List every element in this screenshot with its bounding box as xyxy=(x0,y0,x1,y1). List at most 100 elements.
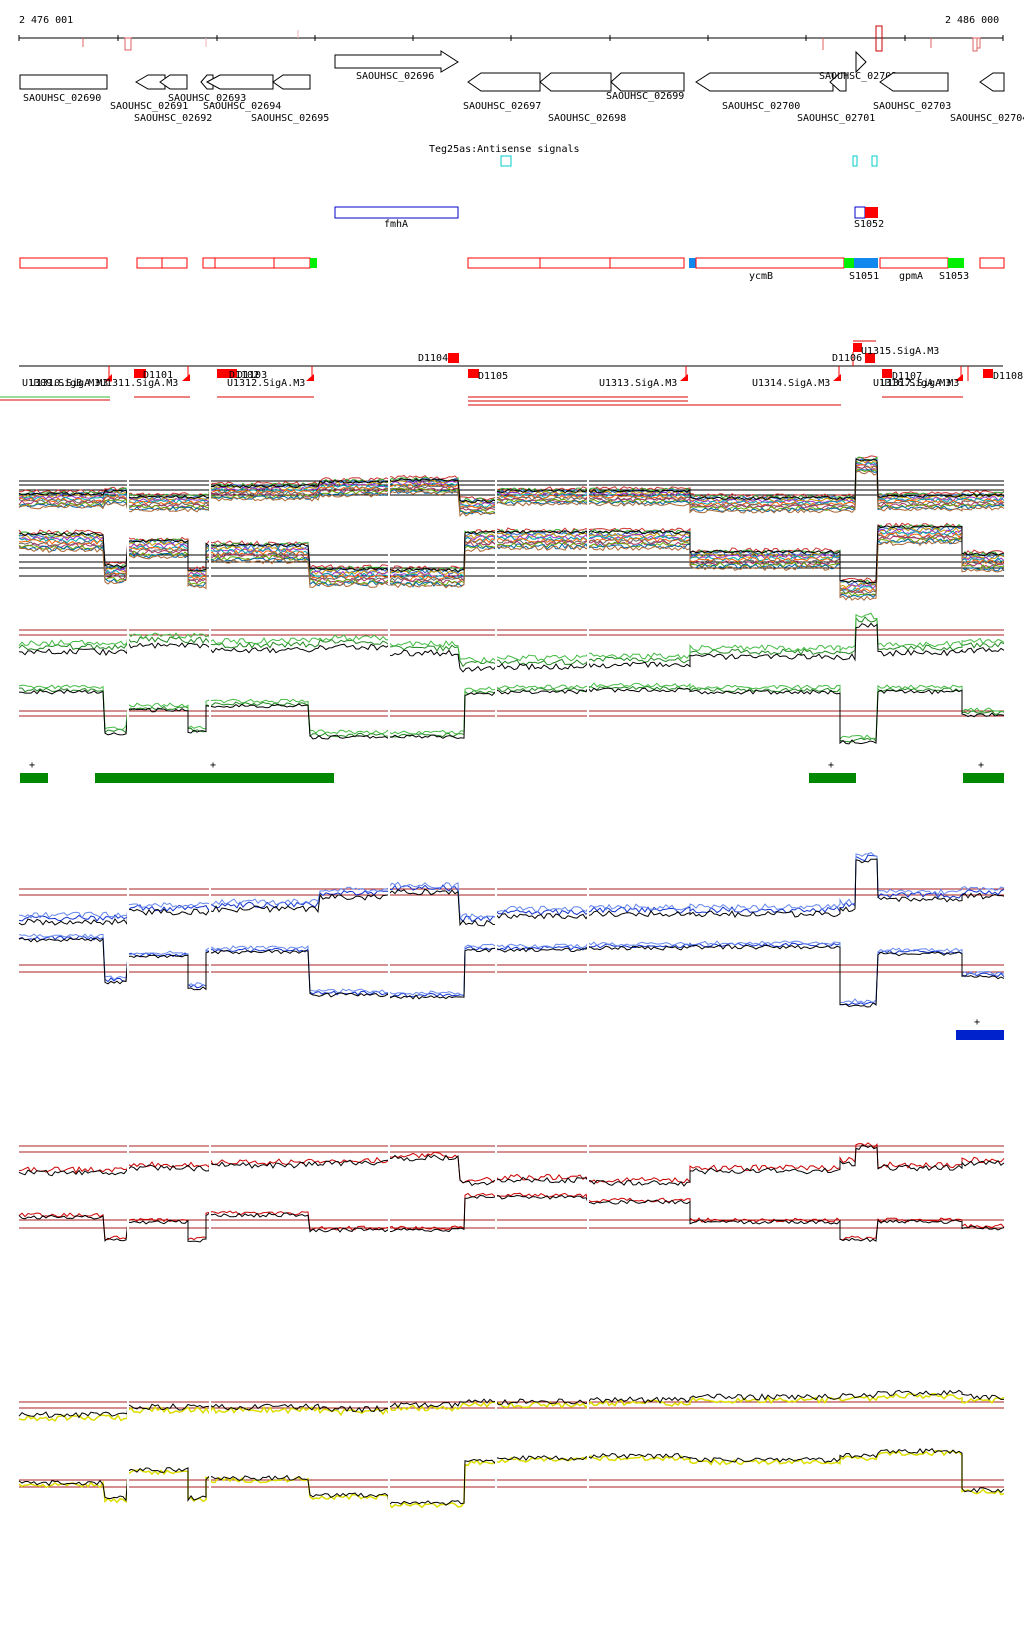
tss-d1106[interactable] xyxy=(865,353,875,363)
transcript-u1309[interactable]: U1309.SigB.M3 xyxy=(22,378,100,389)
transcript-track: U1309.SigB.M3 U1310.SigA.M3 U1311.SigA.M… xyxy=(0,340,1023,406)
plus-mark: + xyxy=(828,760,834,771)
gene-saouhsc-02704[interactable]: SAOUHSC_02704 xyxy=(950,72,1024,124)
svg-text:SAOUHSC_02694: SAOUHSC_02694 xyxy=(203,101,281,112)
gene-saouhsc-02697[interactable]: SAOUHSC_02697 xyxy=(463,72,541,112)
feature-box[interactable] xyxy=(19,257,108,269)
multi-profile-lower xyxy=(18,524,1005,585)
svg-text:SAOUHSC_02701: SAOUHSC_02701 xyxy=(797,113,875,124)
expression-panel-red xyxy=(18,1135,1005,1250)
transcript-d1103[interactable]: D1103 xyxy=(237,370,267,381)
feature-fmha[interactable] xyxy=(334,206,459,219)
antisense-signal[interactable] xyxy=(871,155,878,167)
green-segment-bars: + + + + xyxy=(20,760,1004,783)
transcript-u1313[interactable]: U1313.SigA.M3 xyxy=(599,378,677,389)
feature-gpma-label: gpmA xyxy=(899,271,923,282)
transcript-d1104[interactable]: D1104 xyxy=(418,353,448,364)
gene-saouhsc-02701[interactable]: SAOUHSC_02701 xyxy=(797,72,875,124)
tss-d1101[interactable] xyxy=(134,369,146,378)
gene-saouhsc-02695[interactable]: SAOUHSC_02695 xyxy=(251,74,329,124)
multi-profile-upper xyxy=(18,455,1005,501)
expression-panel-multi xyxy=(18,455,1005,601)
feature-box[interactable] xyxy=(273,257,311,269)
feature-marker-blue[interactable] xyxy=(689,258,696,268)
feature-s1051[interactable] xyxy=(854,258,878,268)
multi-profile-upper xyxy=(18,463,1005,509)
antisense-signal[interactable] xyxy=(852,155,858,167)
transcript-d1105[interactable]: D1105 xyxy=(478,371,508,382)
feature-s1051-start[interactable] xyxy=(844,258,854,268)
feature-box[interactable] xyxy=(202,257,216,269)
feature-fmha-label: fmhA xyxy=(384,219,408,230)
gene-saouhsc-02702[interactable]: SAOUHSC_02702 xyxy=(819,50,897,82)
transcript-d1102[interactable]: D1102 xyxy=(229,370,259,381)
feature-box[interactable] xyxy=(161,257,188,269)
antisense-signal[interactable] xyxy=(500,155,512,167)
segment-bar[interactable] xyxy=(95,773,334,783)
transcript-d1107[interactable]: D1107 xyxy=(892,371,922,382)
green-profile xyxy=(18,687,1005,745)
segment-bar[interactable] xyxy=(20,773,48,783)
feature-s1052-outline[interactable] xyxy=(854,206,866,219)
gene-saouhsc-02703[interactable]: SAOUHSC_02703 xyxy=(873,72,951,112)
expression-panel-green xyxy=(18,600,1005,750)
gene-saouhsc-02690[interactable]: SAOUHSC_02690 xyxy=(19,74,108,104)
feature-box[interactable] xyxy=(467,257,541,269)
feature-marker-green[interactable] xyxy=(310,258,317,268)
feature-track-lower: ycmB S1051 gpmA S1053 xyxy=(19,257,1005,282)
transcript-d1108[interactable]: D1108 xyxy=(993,371,1023,382)
transcript-d1101[interactable]: D1101 xyxy=(143,370,173,381)
multi-profile-lower xyxy=(18,522,1005,584)
transcript-u1316[interactable]: U1316.SigA.M3 xyxy=(873,378,951,389)
gene-saouhsc-02692[interactable]: SAOUHSC_02692 xyxy=(134,74,212,124)
feature-ycmb-label: ycmB xyxy=(749,271,773,282)
gene-saouhsc-02700[interactable]: SAOUHSC_02700 xyxy=(695,72,834,112)
tss-d1103[interactable] xyxy=(227,369,237,378)
feature-track-upper: fmhA S1052 xyxy=(334,206,884,230)
multi-profile-upper xyxy=(18,458,1005,503)
segment-bar[interactable] xyxy=(963,773,1004,783)
gene-saouhsc-02699[interactable]: SAOUHSC_02699 xyxy=(606,72,685,102)
plus-mark: + xyxy=(210,760,216,771)
transcript-u1315[interactable]: U1315.SigA.M3 xyxy=(861,346,939,357)
multi-profile-lower xyxy=(18,540,1005,601)
transcript-u1310[interactable]: U1310.SigA.M3 xyxy=(30,378,108,389)
feature-box[interactable] xyxy=(136,257,163,269)
plus-mark: + xyxy=(974,1017,980,1028)
feature-s1053[interactable] xyxy=(948,258,964,268)
transcript-u1312[interactable]: U1312.SigA.M3 xyxy=(227,378,305,389)
tss-u1315[interactable] xyxy=(853,343,862,352)
yellow-profile xyxy=(18,1389,1004,1419)
segment-bar[interactable] xyxy=(809,773,856,783)
transcript-extent-lines xyxy=(0,340,963,406)
feature-box[interactable] xyxy=(539,257,611,269)
ruler-marks xyxy=(82,25,981,52)
coordinate-ruler: 2 476 001 2 486 000 xyxy=(18,15,1004,52)
transcript-u1317[interactable]: U1317.SigA.M3 xyxy=(881,378,959,389)
green-profile xyxy=(19,685,1005,743)
multi-profile-upper xyxy=(18,461,1005,508)
feature-s1052[interactable] xyxy=(865,207,878,218)
tss-d1104[interactable] xyxy=(448,353,459,363)
transcript-u1311[interactable]: U1311.SigA.M3 xyxy=(100,378,178,389)
tss-d1105[interactable] xyxy=(468,369,479,378)
transcript-u1314[interactable]: U1314.SigA.M3 xyxy=(752,378,830,389)
feature-ycmb[interactable] xyxy=(695,257,845,269)
feature-gpma[interactable] xyxy=(879,257,949,269)
tss-d1108[interactable] xyxy=(983,369,993,378)
svg-text:SAOUHSC_02696: SAOUHSC_02696 xyxy=(356,71,434,82)
feature-box[interactable] xyxy=(609,257,685,269)
feature-s1052-label: S1052 xyxy=(854,219,884,230)
tss-d1107[interactable] xyxy=(882,369,892,378)
svg-text:SAOUHSC_02704: SAOUHSC_02704 xyxy=(950,113,1024,124)
svg-text:SAOUHSC_02697: SAOUHSC_02697 xyxy=(463,101,541,112)
tss-d1102[interactable] xyxy=(217,369,227,378)
svg-text:SAOUHSC_02702: SAOUHSC_02702 xyxy=(819,71,897,82)
gene-saouhsc-02696[interactable]: SAOUHSC_02696 xyxy=(334,50,459,82)
feature-box[interactable] xyxy=(214,257,275,269)
segment-bar[interactable] xyxy=(956,1030,1004,1040)
feature-box[interactable] xyxy=(979,257,1005,269)
svg-text:SAOUHSC_02693: SAOUHSC_02693 xyxy=(168,93,246,104)
transcript-d1106[interactable]: D1106 xyxy=(832,353,862,364)
